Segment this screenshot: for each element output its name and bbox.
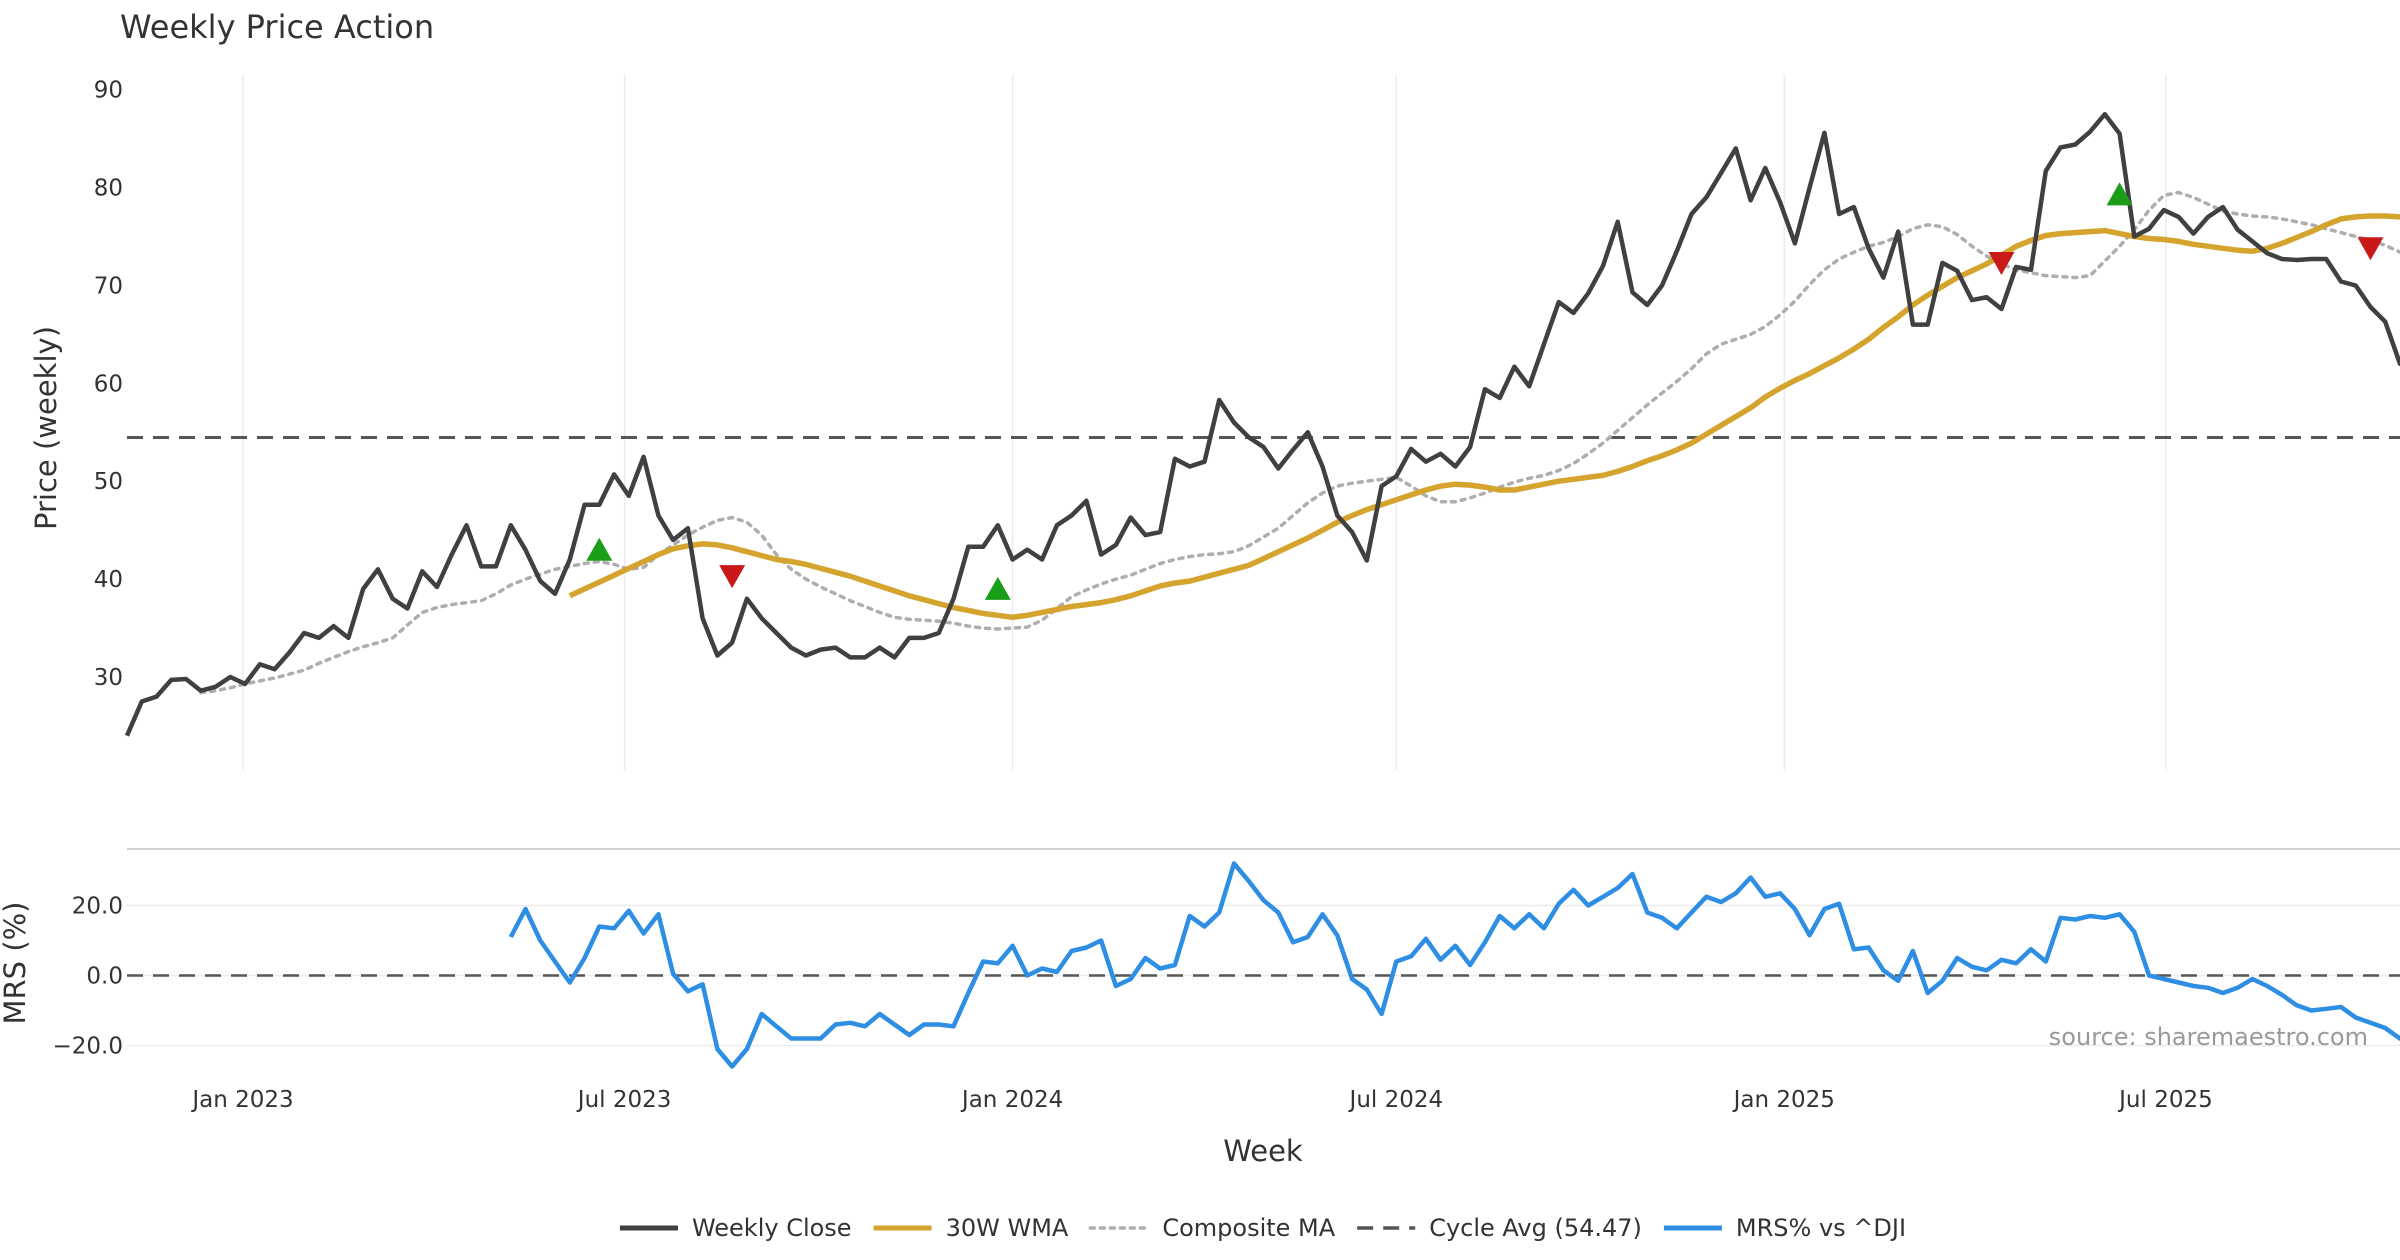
chart-title: Weekly Price Action bbox=[120, 8, 434, 46]
buy-signal-marker bbox=[2106, 182, 2133, 206]
x-tick-label: Jan 2024 bbox=[960, 1087, 1063, 1113]
sell-signal-marker bbox=[2357, 237, 2384, 261]
weekly-close-line bbox=[124, 111, 2400, 737]
price-y-tick-label: 30 bbox=[94, 665, 123, 691]
legend-item: 30W WMA bbox=[873, 1214, 1069, 1242]
legend-label: 30W WMA bbox=[946, 1214, 1069, 1242]
price-y-axis-label: Price (weekly) bbox=[29, 326, 63, 530]
sell-signal-marker bbox=[1988, 251, 2015, 275]
legend-label: Composite MA bbox=[1162, 1214, 1335, 1242]
mrs-y-tick-label: −20.0 bbox=[53, 1034, 123, 1060]
mrs-y-axis-ticks: 20.0 0.0 −20.0 bbox=[53, 894, 123, 1060]
legend: Weekly Close 30W WMA Composite MA Cycle Avg… bbox=[619, 1214, 1906, 1242]
wma-30w-line bbox=[568, 213, 2400, 621]
x-tick-label: Jul 2023 bbox=[576, 1087, 672, 1113]
price-y-tick-label: 80 bbox=[94, 176, 123, 202]
x-tick-label: Jul 2025 bbox=[2117, 1087, 2213, 1113]
price-signals-layer bbox=[586, 182, 2384, 600]
legend-label: Weekly Close bbox=[692, 1214, 852, 1242]
buy-signal-marker bbox=[984, 576, 1011, 600]
legend-item: Weekly Close bbox=[619, 1214, 852, 1242]
price-y-tick-label: 90 bbox=[94, 78, 123, 104]
mrs-series-layer bbox=[127, 861, 2400, 1069]
mrs-line bbox=[508, 861, 2400, 1069]
x-tick-label: Jan 2023 bbox=[190, 1087, 293, 1113]
price-y-tick-label: 70 bbox=[94, 273, 123, 299]
price-y-tick-label: 40 bbox=[94, 567, 123, 593]
legend-item: Composite MA bbox=[1088, 1214, 1336, 1242]
price-y-tick-label: 50 bbox=[94, 469, 123, 495]
legend-label: MRS% vs ^DJI bbox=[1736, 1214, 1906, 1242]
price-y-tick-label: 60 bbox=[94, 371, 123, 397]
x-axis-label: Week bbox=[1223, 1134, 1303, 1168]
mrs-y-tick-label: 0.0 bbox=[86, 964, 123, 990]
sell-signal-marker bbox=[719, 565, 746, 589]
legend-item: Cycle Avg (54.47) bbox=[1357, 1214, 1642, 1242]
legend-item: MRS% vs ^DJI bbox=[1663, 1214, 1906, 1242]
buy-signal-marker bbox=[586, 537, 613, 561]
x-tick-label: Jan 2025 bbox=[1732, 1087, 1835, 1113]
mrs-y-axis-label: MRS (%) bbox=[0, 902, 32, 1025]
price-series-layer bbox=[124, 111, 2400, 737]
legend-label: Cycle Avg (54.47) bbox=[1429, 1214, 1642, 1242]
price-y-axis-ticks: 30 40 50 60 70 80 90 bbox=[94, 78, 123, 691]
source-note: source: sharemaestro.com bbox=[2049, 1023, 2368, 1051]
x-tick-label: Jul 2024 bbox=[1348, 1087, 1444, 1113]
x-axis-ticks: Jan 2023 Jul 2023 Jan 2024 Jul 2024 Jan 2025… bbox=[190, 1087, 2212, 1113]
price-panel-grid bbox=[242, 75, 2167, 770]
composite-ma-line bbox=[199, 190, 2400, 695]
mrs-y-tick-label: 20.0 bbox=[72, 894, 123, 920]
